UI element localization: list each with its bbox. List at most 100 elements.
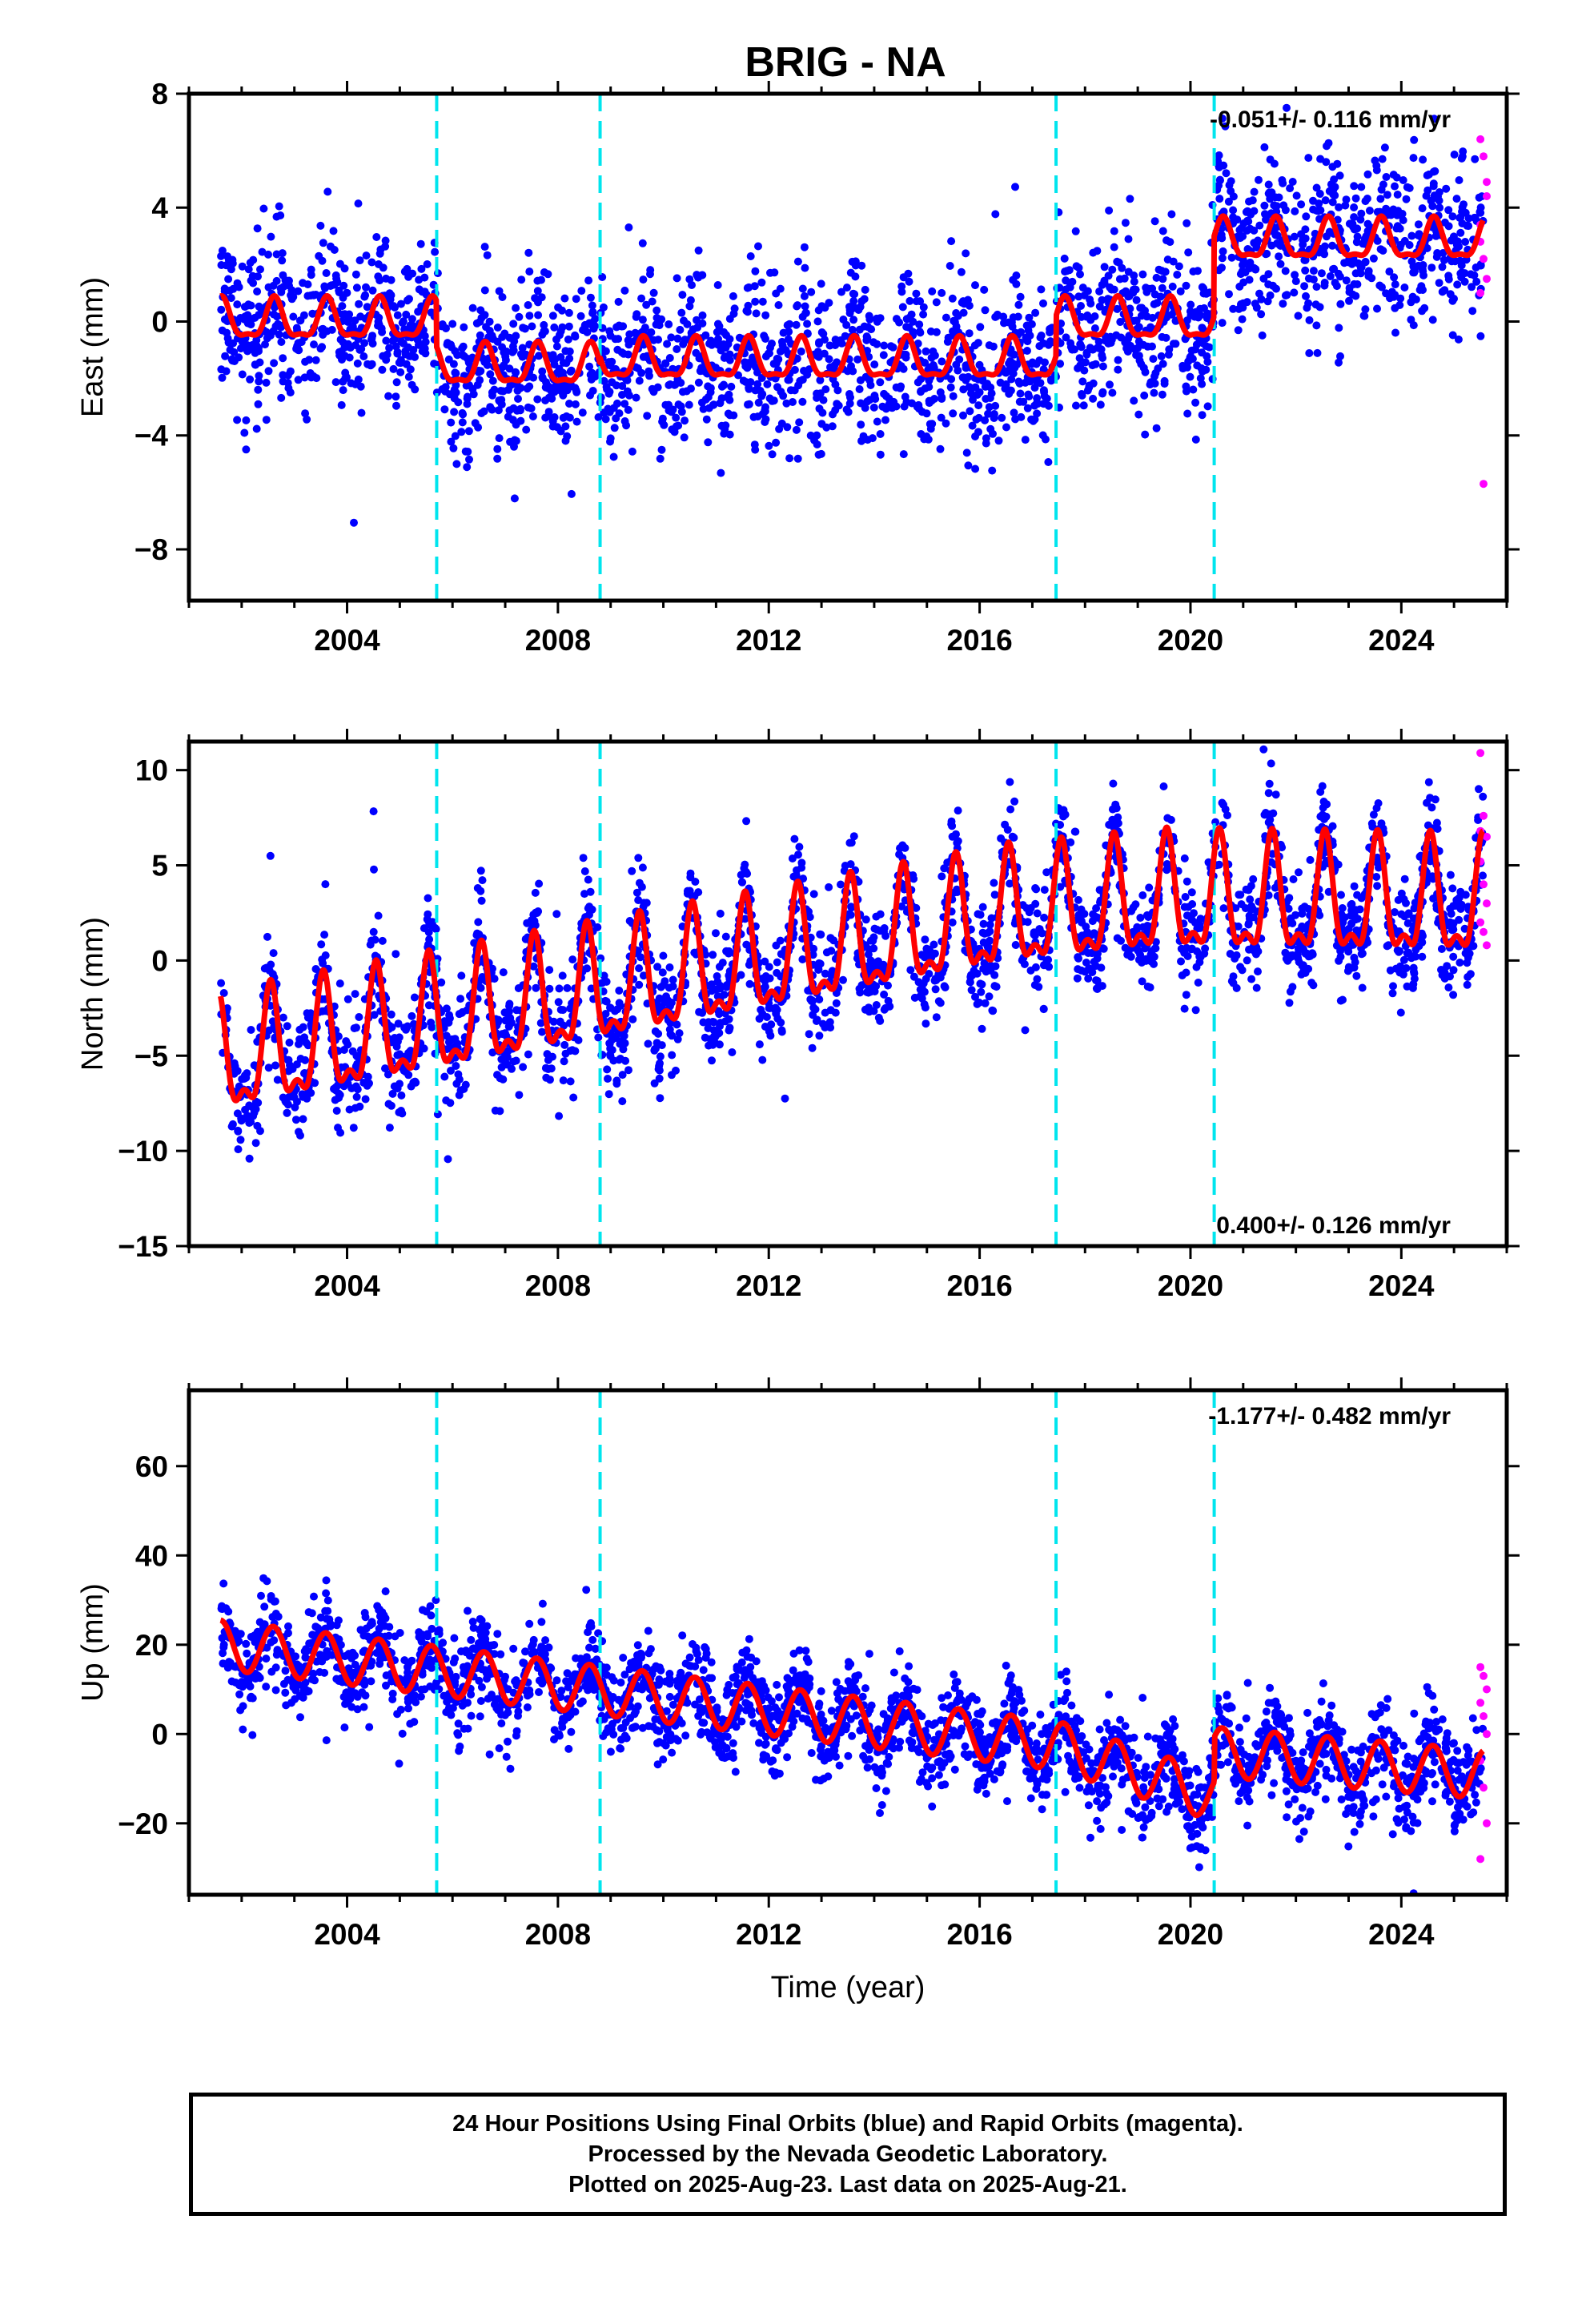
- final-orbit-point: [815, 338, 823, 347]
- final-orbit-point: [1016, 389, 1025, 398]
- final-orbit-point: [1400, 283, 1409, 292]
- final-orbit-point: [1115, 275, 1124, 283]
- final-orbit-point: [1299, 240, 1307, 249]
- final-orbit-point: [1060, 254, 1069, 263]
- rapid-orbit-point: [1483, 192, 1491, 200]
- final-orbit-point: [761, 972, 770, 980]
- final-orbit-point: [601, 347, 610, 356]
- final-orbit-point: [1420, 304, 1429, 312]
- final-orbit-point: [1456, 214, 1464, 222]
- final-orbit-point: [1182, 968, 1191, 977]
- final-orbit-point: [854, 306, 863, 314]
- final-orbit-point: [294, 287, 303, 296]
- final-orbit-point: [1229, 304, 1238, 313]
- final-orbit-point: [837, 287, 845, 296]
- final-orbit-point: [391, 950, 400, 959]
- final-orbit-point: [1254, 236, 1263, 245]
- final-orbit-point: [822, 423, 831, 432]
- final-orbit-point: [1252, 304, 1261, 312]
- final-orbit-point: [1079, 401, 1088, 410]
- final-orbit-point: [1165, 345, 1174, 354]
- final-orbit-point: [560, 294, 569, 303]
- final-orbit-point: [1266, 155, 1275, 164]
- final-orbit-point: [524, 248, 533, 257]
- final-orbit-point: [1065, 266, 1074, 275]
- final-orbit-point: [408, 1011, 416, 1020]
- final-orbit-point: [1056, 360, 1065, 368]
- final-orbit-point: [1148, 313, 1157, 322]
- final-orbit-point: [860, 295, 869, 304]
- final-orbit-point: [1150, 217, 1159, 226]
- final-orbit-point: [772, 941, 781, 950]
- final-orbit-point: [464, 358, 473, 367]
- final-orbit-point: [353, 359, 362, 368]
- final-orbit-point: [337, 400, 346, 409]
- final-orbit-point: [283, 1108, 291, 1117]
- final-orbit-point: [931, 975, 940, 983]
- final-orbit-point: [1347, 900, 1355, 909]
- final-orbit-point: [1291, 277, 1300, 286]
- final-orbit-point: [519, 1063, 528, 1072]
- final-orbit-point: [1161, 267, 1170, 276]
- final-orbit-point: [1074, 911, 1083, 919]
- final-orbit-point: [1070, 345, 1078, 354]
- final-orbit-point: [873, 340, 881, 348]
- final-orbit-point: [238, 262, 247, 271]
- final-orbit-point: [646, 270, 654, 279]
- final-orbit-point: [1408, 292, 1417, 301]
- final-orbit-point: [382, 336, 391, 345]
- final-orbit-point: [656, 1094, 665, 1103]
- final-orbit-point: [279, 377, 287, 386]
- final-orbit-point: [601, 415, 610, 424]
- final-orbit-point: [885, 394, 893, 403]
- final-orbit-point: [509, 320, 518, 328]
- final-orbit-point: [588, 309, 597, 318]
- rapid-orbit-point: [1480, 255, 1488, 263]
- final-orbit-point: [1158, 275, 1167, 283]
- final-orbit-point: [1081, 358, 1090, 367]
- final-orbit-point: [1347, 919, 1356, 928]
- final-orbit-point: [1278, 176, 1287, 184]
- final-orbit-point: [286, 367, 295, 376]
- final-orbit-point: [1098, 351, 1106, 360]
- final-orbit-point: [458, 408, 467, 417]
- final-orbit-point: [734, 371, 742, 380]
- final-orbit-point: [844, 408, 853, 416]
- final-orbit-point: [1218, 319, 1227, 328]
- final-orbit-point: [418, 287, 427, 296]
- final-orbit-point: [357, 344, 366, 353]
- final-orbit-point: [226, 286, 234, 295]
- final-orbit-point: [480, 243, 489, 251]
- final-orbit-point: [1071, 827, 1080, 836]
- final-orbit-point: [1162, 333, 1170, 342]
- final-orbit-point: [841, 332, 849, 340]
- final-orbit-point: [856, 988, 865, 997]
- final-orbit-point: [457, 1008, 466, 1017]
- final-orbit-point: [917, 994, 926, 1003]
- final-orbit-point: [938, 872, 946, 881]
- final-orbit-point: [316, 221, 325, 230]
- final-orbit-point: [1002, 368, 1010, 377]
- final-orbit-point: [962, 361, 970, 370]
- final-orbit-point: [365, 1079, 373, 1088]
- final-orbit-point: [1174, 262, 1183, 271]
- final-orbit-point: [1315, 190, 1324, 198]
- final-orbit-point: [284, 1055, 293, 1064]
- final-orbit-point: [424, 910, 432, 919]
- final-orbit-point: [841, 862, 849, 870]
- final-orbit-point: [1391, 280, 1399, 289]
- final-orbit-point: [768, 450, 777, 459]
- final-orbit-point: [463, 463, 472, 472]
- final-orbit-point: [644, 367, 653, 376]
- final-orbit-point: [1255, 221, 1264, 230]
- final-orbit-point: [942, 313, 950, 322]
- final-orbit-point: [265, 967, 274, 975]
- final-orbit-point: [919, 310, 928, 319]
- final-orbit-point: [1367, 819, 1376, 828]
- final-orbit-point: [998, 413, 1006, 422]
- final-orbit-point: [984, 409, 993, 418]
- final-orbit-point: [657, 315, 666, 324]
- final-orbit-point: [986, 383, 995, 392]
- final-orbit-point: [755, 1015, 764, 1023]
- final-orbit-point: [673, 422, 681, 431]
